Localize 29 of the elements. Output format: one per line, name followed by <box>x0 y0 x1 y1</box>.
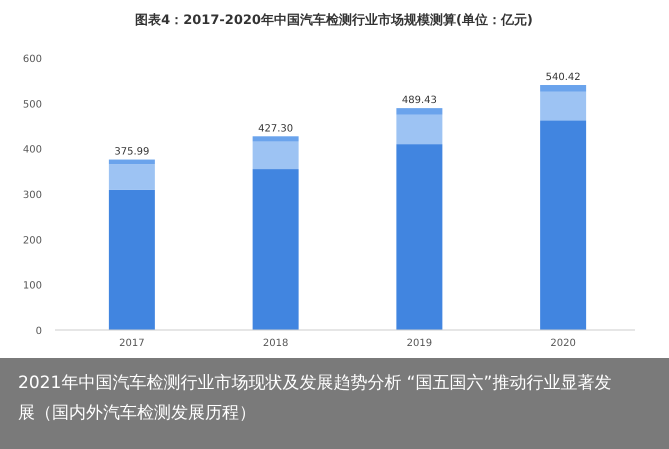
y-tick-label: 100 <box>22 280 42 292</box>
bar <box>540 120 586 330</box>
x-tick-label: 2018 <box>262 338 288 349</box>
y-tick-label: 200 <box>22 235 42 246</box>
bar <box>108 160 155 164</box>
y-tick-label: 500 <box>22 99 42 110</box>
bar <box>252 141 299 170</box>
total-label: 540.42 <box>546 72 581 84</box>
total-label: 427.30 <box>258 123 294 134</box>
bar <box>396 144 442 330</box>
x-tick-label: 2017 <box>119 338 145 349</box>
text: 2021年中国汽车检测行业市场现状及发展趋势分析 “国五国六”推动行业显著发展（国内外汽车检测发展历程） <box>18 372 612 425</box>
total-label: 489.43 <box>402 95 437 106</box>
y-tick-label: 400 <box>22 144 42 156</box>
total-label: 375.99 <box>114 146 150 158</box>
y-tick-label: 300 <box>22 190 42 201</box>
x-tick-label: 2020 <box>550 338 576 349</box>
y-tick-label: 0 <box>36 326 42 337</box>
bar <box>252 136 299 142</box>
y-tick-label: 600 <box>22 54 42 65</box>
bar <box>252 169 299 330</box>
bar <box>396 114 442 144</box>
bar <box>540 92 586 121</box>
bar <box>108 190 155 330</box>
bar <box>396 108 442 115</box>
bar <box>108 164 155 190</box>
chart-title: 图表4：2017-2020年中国汽车检测行业市场规模测算(单位：亿元) <box>135 12 533 28</box>
bar <box>540 85 586 92</box>
x-tick-label: 2019 <box>406 338 432 349</box>
